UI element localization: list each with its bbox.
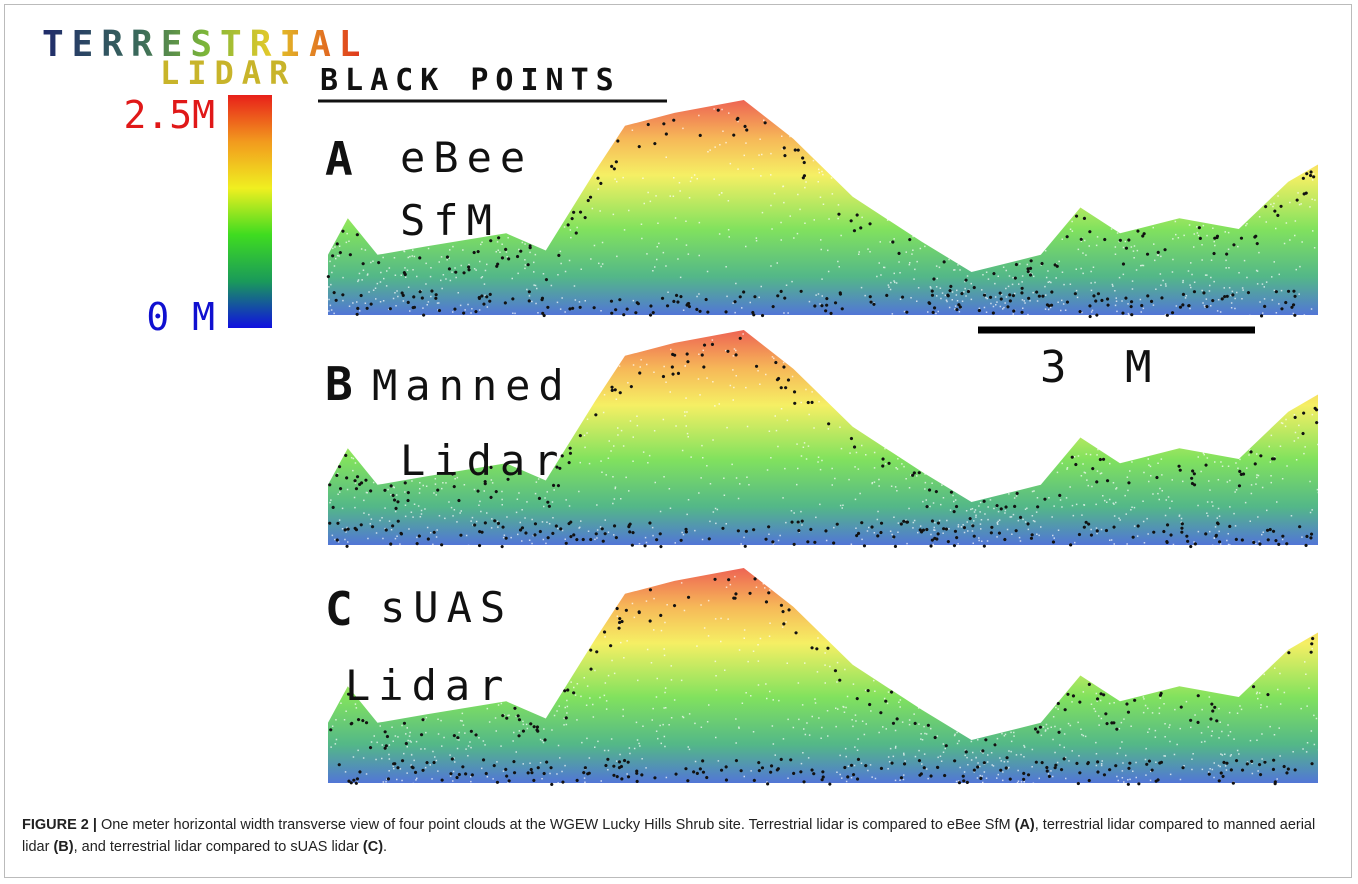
caption: FIGURE 2 | One meter horizontal width tr… [22,814,1322,858]
panel-label: SfM [400,196,500,245]
panel-label: Lidar [400,436,566,485]
caption-segment: , and terrestrial lidar compared to sUAS… [74,839,363,855]
panel-label: Lidar [345,661,511,710]
caption-label: FIGURE 2 | [22,817,97,833]
colorbar-max: 2.5M [123,93,215,137]
legend-subtitle: LIDAR [160,54,296,92]
caption-text: One meter horizontal width transverse vi… [22,817,1315,855]
panel-ref: (A) [1015,817,1035,833]
caption-segment: One meter horizontal width transverse vi… [101,817,1015,833]
panel-ref: (B) [53,839,73,855]
panel-ref: (C) [363,839,383,855]
panel-label: eBee [400,133,533,182]
caption-segment: . [383,839,387,855]
scale-bar-label: 3 M [1040,342,1167,393]
colorbar [228,95,272,328]
panel-label: sUAS [380,583,513,632]
figure: TERRESTRIAL LIDAR 2.5M 0 M BLACK POINTS … [0,0,1358,810]
black-points-heading: BLACK POINTS [320,63,621,98]
panel-letter: C [325,582,353,636]
colorbar-min: 0 M [146,295,215,339]
panel-letter: A [325,132,353,186]
page: TERRESTRIAL LIDAR 2.5M 0 M BLACK POINTS … [0,0,1358,884]
panel-label: Manned [372,361,572,410]
panel-letter: B [325,357,353,411]
